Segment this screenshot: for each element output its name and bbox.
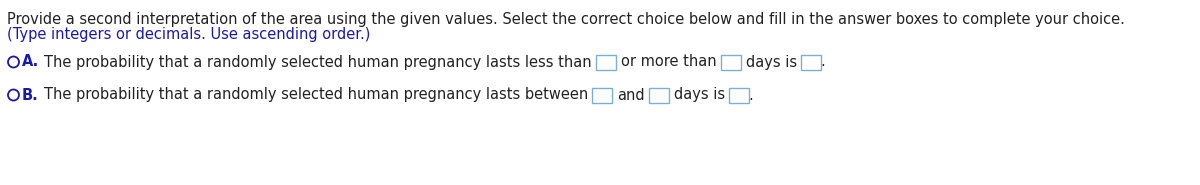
FancyBboxPatch shape: [649, 88, 668, 102]
Text: .: .: [749, 88, 754, 102]
Text: The probability that a randomly selected human pregnancy lasts less than: The probability that a randomly selected…: [44, 55, 592, 70]
FancyBboxPatch shape: [592, 88, 612, 102]
Text: A.: A.: [22, 55, 40, 70]
Text: and: and: [617, 88, 644, 102]
Text: days is: days is: [745, 55, 797, 70]
Text: Provide a second interpretation of the area using the given values. Select the c: Provide a second interpretation of the a…: [7, 12, 1124, 27]
Text: (Type integers or decimals. Use ascending order.): (Type integers or decimals. Use ascendin…: [7, 27, 371, 42]
FancyBboxPatch shape: [800, 55, 821, 70]
FancyBboxPatch shape: [728, 88, 749, 102]
Text: B.: B.: [22, 88, 38, 102]
FancyBboxPatch shape: [596, 55, 616, 70]
Text: days is: days is: [673, 88, 725, 102]
FancyBboxPatch shape: [720, 55, 740, 70]
Text: .: .: [821, 55, 826, 70]
Text: or more than: or more than: [620, 55, 716, 70]
Text: The probability that a randomly selected human pregnancy lasts between: The probability that a randomly selected…: [43, 88, 588, 102]
